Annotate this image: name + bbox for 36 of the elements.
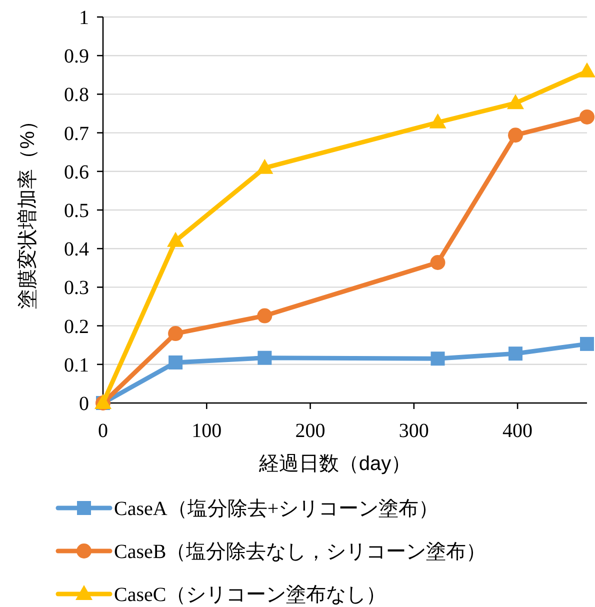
x-tick-label: 0 — [98, 420, 108, 442]
y-tick-label: 0 — [79, 393, 89, 415]
legend-label: CaseC（シリコーン塗布なし） — [114, 584, 386, 606]
x-tick-label: 200 — [295, 420, 326, 442]
point — [580, 109, 594, 124]
y-tick-label: 0.1 — [64, 354, 89, 376]
point — [508, 346, 522, 361]
point — [429, 113, 446, 128]
y-tick-label: 0.7 — [64, 122, 89, 145]
y-tick-label: 0.3 — [64, 277, 89, 300]
point — [580, 336, 594, 351]
x-tick-label: 100 — [192, 420, 222, 442]
y-tick-label: 0.2 — [64, 316, 89, 338]
point — [167, 232, 184, 247]
point — [508, 128, 523, 143]
point — [430, 352, 445, 366]
point — [168, 326, 184, 342]
point — [256, 158, 274, 174]
point — [168, 355, 183, 370]
y-axis-title: 塗膜変状増加率（%） — [16, 111, 39, 309]
legend-label: CaseB（塩分除去なし，シリコーン塗布） — [114, 541, 486, 563]
y-tick-label: 0.8 — [64, 84, 89, 106]
point — [578, 62, 595, 78]
x-axis-title: 経過日数（day） — [258, 453, 412, 475]
x-tick-label: 400 — [502, 420, 533, 442]
y-tick-label: 1 — [79, 7, 89, 29]
y-tick-label: 0.5 — [64, 200, 89, 222]
y-tick-label: 0.9 — [64, 46, 89, 68]
point — [258, 350, 272, 365]
point — [257, 308, 272, 324]
point — [506, 94, 524, 110]
x-tick-label: 300 — [398, 420, 429, 442]
point — [430, 254, 446, 270]
y-tick-label: 0.4 — [64, 238, 89, 261]
legend-label: CaseA（塩分除去+シリコーン塗布） — [114, 498, 439, 520]
y-tick-label: 0.6 — [64, 161, 89, 184]
